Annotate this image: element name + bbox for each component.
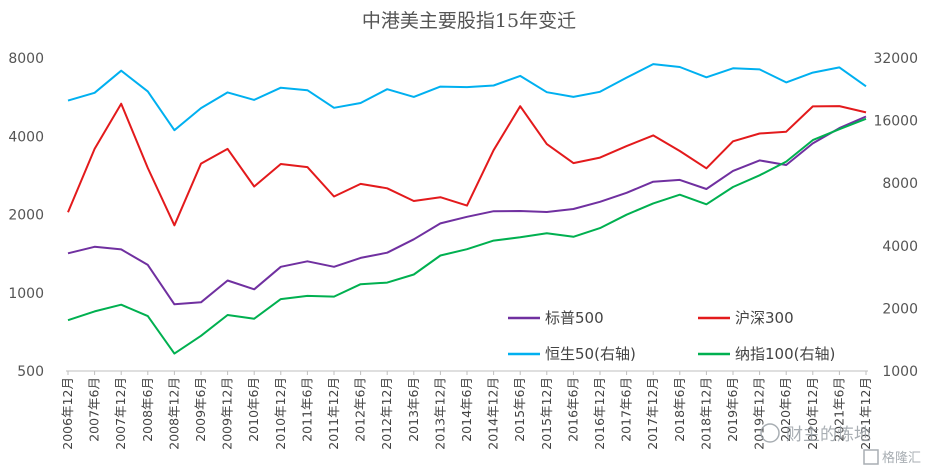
watermark-source: 格隆汇 <box>882 450 921 466</box>
x-tick-label-0: 2006年12月 <box>60 377 75 450</box>
x-tick-label-24: 2018年12月 <box>698 377 713 450</box>
x-tick-label-21: 2017年6月 <box>619 377 634 442</box>
legend-label-ndx: 纳指100(右轴) <box>735 345 835 363</box>
legend: 标普500 沪深300 恒生50(右轴) 纳指100(右轴) <box>508 309 835 363</box>
right-tick-label-5: 32000 <box>873 51 918 67</box>
right-tick-label-2: 4000 <box>882 239 918 255</box>
x-tick-label-18: 2015年12月 <box>539 377 554 450</box>
right-tick-label-0: 1000 <box>882 364 918 380</box>
chart-title: 中港美主要股指15年变迁 <box>362 10 576 32</box>
left-axis-ticks: 500 1000 2000 4000 8000 <box>8 51 44 380</box>
x-tick-label-20: 2016年12月 <box>592 377 607 450</box>
legend-item-sp500: 标普500 <box>508 309 604 327</box>
left-tick-label-3: 4000 <box>8 129 44 145</box>
x-tick-label-27: 2020年6月 <box>778 377 793 442</box>
series-lines <box>67 63 867 355</box>
x-tick-label-8: 2010年12月 <box>273 377 288 450</box>
x-tick-label-5: 2009年6月 <box>193 377 208 442</box>
wechat-icon <box>760 423 780 443</box>
x-tick-label-16: 2014年12月 <box>486 377 501 450</box>
legend-label-hsi: 恒生50(右轴) <box>545 345 636 363</box>
series-line-2 <box>67 63 867 132</box>
x-tick-label-17: 2015年6月 <box>512 377 527 442</box>
watermark: 财主的炼地 格隆汇 <box>760 423 921 466</box>
x-tick-label-11: 2012年6月 <box>353 377 368 442</box>
left-tick-label-4: 8000 <box>8 51 44 67</box>
x-tick-label-4: 2008年12月 <box>166 377 181 450</box>
legend-label-csi300: 沪深300 <box>735 309 794 327</box>
x-tick-label-12: 2012年12月 <box>379 377 394 450</box>
x-axis-ticks: 2006年12月 2007年6月 2007年12月 2008年6月 2008年12月 20… <box>60 371 873 450</box>
x-tick-label-9: 2011年6月 <box>299 377 314 442</box>
x-tick-label-19: 2016年6月 <box>565 377 580 442</box>
x-tick-label-6: 2009年12月 <box>220 377 235 450</box>
legend-item-csi300: 沪深300 <box>698 309 794 327</box>
right-axis-ticks: 1000 2000 4000 8000 16000 32000 <box>873 51 918 380</box>
x-tick-label-14: 2013年12月 <box>432 377 447 450</box>
x-tick-label-29: 2021年6月 <box>831 377 846 442</box>
right-tick-label-4: 16000 <box>873 114 918 130</box>
watermark-text: 财主的炼地 <box>786 425 871 445</box>
x-tick-label-26: 2019年12月 <box>752 377 767 450</box>
right-tick-label-3: 8000 <box>882 176 918 192</box>
x-tick-label-7: 2010年6月 <box>246 377 261 442</box>
legend-label-sp500: 标普500 <box>545 309 604 327</box>
x-tick-label-23: 2018年6月 <box>672 377 687 442</box>
legend-item-ndx: 纳指100(右轴) <box>698 345 835 363</box>
right-tick-label-1: 2000 <box>882 301 918 317</box>
x-tick-label-13: 2013年6月 <box>406 377 421 442</box>
x-tick-label-30: 2021年12月 <box>858 377 873 450</box>
x-tick-label-10: 2011年12月 <box>326 377 341 450</box>
x-tick-label-25: 2019年6月 <box>725 377 740 442</box>
x-tick-label-2: 2007年12月 <box>113 377 128 450</box>
series-line-0 <box>67 115 867 306</box>
x-tick-label-22: 2017年12月 <box>645 377 660 450</box>
left-tick-label-0: 500 <box>17 364 44 380</box>
left-tick-label-1: 1000 <box>8 286 44 302</box>
x-tick-label-28: 2020年12月 <box>805 377 820 450</box>
x-tick-label-15: 2014年6月 <box>459 377 474 442</box>
gelonghui-logo-icon <box>863 449 879 465</box>
legend-item-hsi: 恒生50(右轴) <box>508 345 636 363</box>
series-line-1 <box>67 102 867 227</box>
left-tick-label-2: 2000 <box>8 208 44 224</box>
series-line-3 <box>67 117 867 355</box>
x-tick-label-3: 2008年6月 <box>140 377 155 442</box>
x-tick-label-1: 2007年6月 <box>87 377 102 442</box>
